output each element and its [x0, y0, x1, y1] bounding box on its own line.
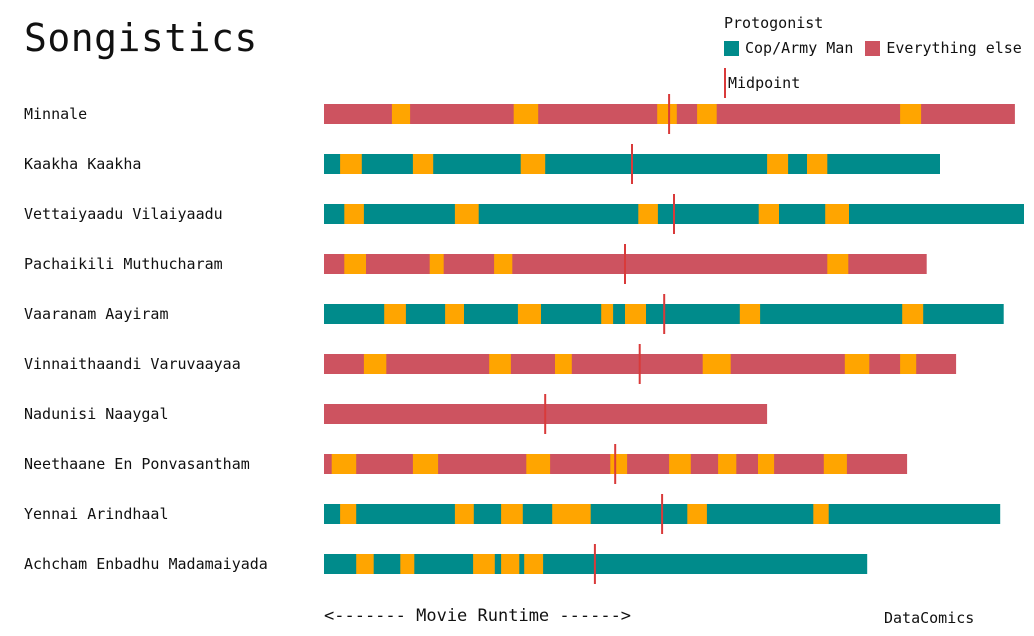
song-segment	[669, 454, 691, 474]
midpoint-marker	[544, 394, 547, 434]
song-segment	[758, 454, 775, 474]
movie-label: Yennai Arindhaal	[24, 505, 169, 523]
song-segment	[454, 504, 474, 524]
song-segment	[718, 454, 737, 474]
song-segment	[340, 504, 357, 524]
song-segment	[524, 554, 544, 574]
song-segment	[900, 354, 917, 374]
song-segment	[552, 504, 591, 524]
song-segment	[601, 304, 614, 324]
song-segment	[758, 204, 779, 224]
song-segment	[900, 104, 922, 124]
movie-label: Neethaane En Ponvasantham	[24, 455, 250, 473]
song-segment	[412, 154, 434, 174]
song-segment	[827, 254, 849, 274]
song-segment	[823, 454, 847, 474]
midpoint-marker	[614, 444, 617, 484]
legend-swatch-cop	[724, 40, 739, 56]
legend: Cop/Army Man Everything else	[724, 39, 1022, 57]
song-segment	[454, 204, 479, 224]
legend-title: Protogonist	[724, 14, 824, 32]
song-segment	[489, 354, 511, 374]
midpoint-legend-label: Midpoint	[728, 74, 801, 92]
movie-label: Achcham Enbadhu Madamaiyada	[24, 555, 268, 573]
song-segment	[825, 204, 849, 224]
song-segment	[610, 454, 628, 474]
song-segment	[400, 554, 415, 574]
song-segment	[384, 304, 406, 324]
midpoint-marker	[631, 144, 633, 184]
song-segment	[625, 304, 646, 324]
midpoint-marker	[624, 244, 626, 284]
song-segment	[445, 304, 464, 324]
song-segment	[813, 504, 829, 524]
song-segment	[363, 354, 387, 374]
song-segment	[517, 304, 541, 324]
midpoint-marker	[668, 94, 671, 134]
song-segment	[657, 104, 677, 124]
movie-label: Vinnaithaandi Varuvaayaa	[24, 355, 241, 373]
song-segment	[391, 104, 411, 124]
movie-label: Vaaranam Aayiram	[24, 305, 169, 323]
song-segment	[331, 454, 357, 474]
song-segment	[902, 304, 924, 324]
song-segment	[555, 354, 572, 374]
movie-label: Minnale	[24, 105, 87, 123]
song-segment	[807, 154, 828, 174]
credit-label: DataComics	[884, 609, 975, 627]
song-segment	[739, 304, 761, 324]
midpoint-marker	[638, 344, 641, 384]
song-segment	[344, 204, 364, 224]
song-segment	[526, 454, 551, 474]
song-segment	[501, 504, 523, 524]
song-segment	[520, 154, 546, 174]
movie-label: Kaakha Kaakha	[24, 155, 141, 173]
midpoint-marker	[673, 194, 675, 234]
song-segment	[429, 254, 444, 274]
song-segment	[494, 254, 513, 274]
song-segment	[412, 454, 439, 474]
song-segment	[340, 154, 362, 174]
midpoint-marker	[661, 494, 664, 534]
song-segment	[697, 104, 717, 124]
midpoint-marker	[663, 294, 666, 334]
movie-label: Pachaikili Muthucharam	[24, 255, 223, 273]
song-segment	[473, 554, 495, 574]
movie-label: Vettaiyaadu Vilaiyaadu	[24, 205, 223, 223]
song-segment	[344, 254, 366, 274]
x-axis-label: <------- Movie Runtime ------>	[324, 606, 632, 626]
legend-swatch-else	[865, 40, 881, 56]
song-segment	[687, 504, 707, 524]
song-segment	[356, 554, 374, 574]
song-segment	[501, 554, 520, 574]
song-segment	[844, 354, 870, 374]
song-segment	[638, 204, 658, 224]
movie-label: Nadunisi Naaygal	[24, 405, 169, 423]
song-segment	[513, 104, 539, 124]
song-segment	[702, 354, 731, 374]
song-segment	[767, 154, 789, 174]
legend-label-cop: Cop/Army Man	[745, 39, 854, 57]
legend-label-else: Everything else	[886, 39, 1022, 57]
midpoint-marker	[593, 544, 596, 584]
midpoint-legend-marker	[724, 68, 726, 98]
page-title: Songistics	[24, 16, 258, 60]
